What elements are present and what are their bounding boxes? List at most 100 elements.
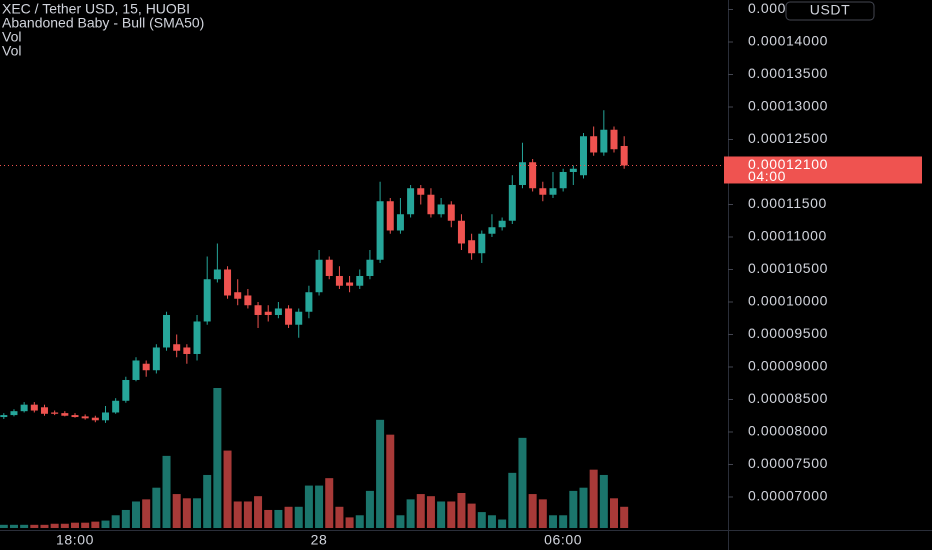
candle-body bbox=[51, 412, 59, 414]
volume-bar bbox=[304, 485, 313, 528]
volume-bar bbox=[467, 503, 476, 528]
volume-bar bbox=[620, 506, 629, 528]
volume-bar bbox=[315, 485, 324, 528]
volume-bar bbox=[182, 498, 191, 528]
candle-body bbox=[427, 194, 435, 215]
candle-body bbox=[81, 416, 89, 419]
y-tick-label: 0.00009500 bbox=[748, 325, 828, 341]
candle-body bbox=[183, 347, 191, 354]
currency-label[interactable]: USDT bbox=[810, 2, 851, 18]
candle-body bbox=[457, 220, 465, 244]
volume-bar bbox=[264, 509, 273, 528]
volume-bar bbox=[447, 501, 456, 528]
indicator: Vol bbox=[2, 29, 21, 45]
volume-bar bbox=[132, 501, 141, 528]
volume-bar bbox=[396, 515, 405, 528]
candle-body bbox=[274, 308, 282, 315]
volume-bar bbox=[355, 515, 364, 528]
countdown-label: 04:00 bbox=[748, 168, 786, 184]
indicator: Vol bbox=[2, 43, 21, 59]
candle-body bbox=[579, 136, 587, 176]
y-tick-label: 0.00010500 bbox=[748, 260, 828, 276]
volume-bar bbox=[345, 517, 354, 528]
volume-bar bbox=[589, 469, 598, 528]
y-tick-label: 0.00012500 bbox=[748, 130, 828, 146]
candle-body bbox=[590, 136, 598, 153]
candle-body bbox=[366, 259, 374, 276]
volume-bar bbox=[386, 434, 395, 528]
candle-body bbox=[30, 404, 38, 411]
volume-bar bbox=[213, 388, 222, 528]
candle-body bbox=[386, 201, 394, 231]
volume-bar bbox=[152, 487, 161, 528]
volume-bar bbox=[548, 515, 557, 528]
candle-body bbox=[600, 129, 608, 153]
volume-bar bbox=[426, 496, 435, 528]
candle-body bbox=[305, 292, 313, 312]
candle-body bbox=[91, 417, 99, 421]
volume-bar bbox=[9, 524, 18, 528]
candle-body bbox=[346, 282, 354, 286]
candle-body bbox=[488, 227, 496, 234]
candle-body bbox=[559, 171, 567, 189]
candle-body bbox=[244, 295, 252, 306]
candle-body bbox=[142, 363, 150, 371]
candle-body bbox=[40, 407, 48, 414]
currency-badge[interactable] bbox=[785, 1, 875, 21]
volume-bar bbox=[498, 519, 507, 528]
candle-body bbox=[508, 184, 516, 221]
volume-bar bbox=[487, 515, 496, 528]
candle-body bbox=[102, 412, 109, 421]
candle-body bbox=[163, 314, 171, 348]
candle-body bbox=[620, 145, 628, 166]
y-tick-label: 0.00009000 bbox=[748, 358, 828, 374]
last-price-label: 0.00012100 bbox=[748, 156, 828, 172]
volume-bar bbox=[30, 524, 39, 528]
volume-bar bbox=[610, 498, 618, 528]
candle-body bbox=[376, 201, 384, 260]
candle-body bbox=[417, 188, 425, 195]
price-axis: 0.000145000.000140000.000135000.00013000… bbox=[728, 0, 828, 504]
volume-bar bbox=[457, 493, 466, 528]
candle-body bbox=[152, 347, 160, 371]
volume-bar bbox=[81, 522, 90, 528]
candle-body bbox=[549, 188, 557, 195]
candle-body bbox=[529, 162, 537, 189]
volume-bar bbox=[325, 478, 334, 528]
candle-body bbox=[610, 129, 618, 150]
volume-bar bbox=[243, 501, 252, 528]
volume-bar bbox=[406, 499, 415, 528]
candle-body bbox=[234, 292, 242, 299]
volume-bar bbox=[91, 521, 100, 528]
volume-bar bbox=[284, 506, 293, 528]
volume-bar bbox=[559, 515, 568, 528]
candle-body bbox=[325, 259, 333, 276]
volume-bar bbox=[203, 474, 212, 528]
volume-bar bbox=[20, 524, 29, 528]
y-tick-label: 0.00011500 bbox=[748, 195, 827, 211]
volume-bar bbox=[538, 499, 547, 528]
volume-bar bbox=[579, 487, 588, 528]
y-tick-label: 0.00010000 bbox=[748, 293, 828, 309]
candle-body bbox=[71, 415, 79, 418]
volume-bar bbox=[274, 509, 283, 528]
volume-bar bbox=[111, 515, 120, 528]
volume-bar bbox=[477, 512, 486, 528]
volume-bar bbox=[40, 524, 49, 528]
volume-bar bbox=[142, 499, 151, 528]
volume-bar bbox=[121, 509, 130, 528]
candle-body bbox=[0, 415, 8, 418]
volume-bar bbox=[528, 494, 537, 528]
volume-bar bbox=[223, 450, 232, 528]
candle-body bbox=[254, 305, 262, 315]
candle-body bbox=[468, 240, 476, 254]
x-tick-label: 06:00 bbox=[544, 532, 582, 548]
candle-body bbox=[122, 379, 130, 401]
volume-bar bbox=[365, 490, 374, 528]
volume-bar bbox=[101, 520, 110, 528]
volume-bar bbox=[0, 524, 8, 528]
candle-body bbox=[407, 188, 415, 215]
candle-body bbox=[315, 259, 323, 293]
y-tick-label: 0.00007000 bbox=[748, 488, 828, 504]
